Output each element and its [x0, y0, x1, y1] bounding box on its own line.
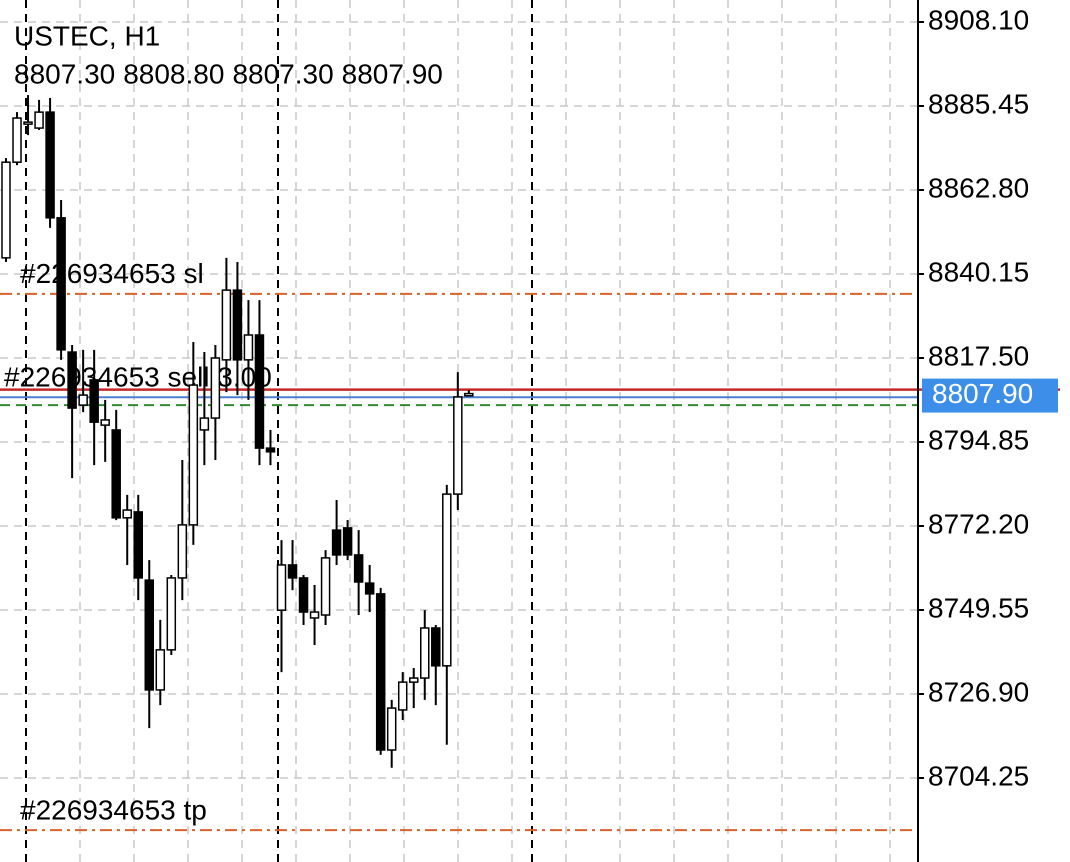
candle-body: [353, 554, 364, 583]
y-tick-label: 8749.55: [928, 592, 1029, 623]
y-tick-label: 8794.85: [928, 424, 1029, 455]
candle-body: [331, 529, 342, 556]
candle-body: [166, 577, 177, 651]
grid: [0, 0, 918, 862]
candle-body: [232, 289, 243, 361]
current-price-label: 8807.90: [932, 378, 1033, 409]
y-tick-label: 8726.90: [928, 676, 1029, 707]
current-price-box: [922, 378, 1058, 413]
candle-body: [431, 627, 441, 667]
candle-body: [364, 582, 375, 595]
candle-body: [287, 564, 298, 579]
candle-body: [144, 579, 155, 691]
candle-body: [78, 394, 88, 406]
candle-body: [408, 677, 419, 683]
candle-body: [265, 447, 276, 453]
candle-body: [1, 161, 11, 259]
candle-body: [397, 681, 408, 711]
candle-body: [276, 564, 287, 611]
candle-body: [155, 649, 166, 691]
candle-body: [177, 524, 188, 579]
period-separators: [25, 0, 533, 862]
candle-body: [12, 117, 22, 163]
candle-body: [100, 419, 110, 426]
candle-body: [453, 396, 463, 495]
y-tick-label: 8885.45: [928, 88, 1029, 119]
ohlc-readout: 8807.30 8808.80 8807.30 8807.90: [14, 58, 443, 89]
ohlc-value: 8808.80: [123, 58, 224, 89]
candle-body: [309, 611, 320, 619]
candle-body: [111, 429, 121, 519]
ohlc-value: 8807.30: [232, 58, 333, 89]
candle-body: [122, 509, 132, 519]
trade-level-label: #226934653 tp: [20, 794, 207, 825]
candle-body: [23, 121, 33, 125]
y-tick-label: 8862.80: [928, 172, 1029, 203]
candle-body: [221, 289, 232, 361]
y-tick-label: 8772.20: [928, 508, 1029, 539]
candle-body: [254, 334, 265, 449]
symbol-title: USTEC, H1: [14, 20, 160, 51]
candle-body: [56, 217, 66, 351]
candle-body: [342, 527, 353, 556]
candle-body: [133, 511, 143, 579]
candle-body: [199, 417, 210, 431]
candle-body: [464, 392, 474, 397]
candle-body: [420, 627, 430, 679]
y-tick-label: 8908.10: [928, 4, 1029, 35]
candle-body: [34, 111, 44, 129]
trade-level-label: #226934653 sell 3.00: [4, 362, 272, 393]
candle-body: [67, 351, 77, 409]
price-axis-labels: 8908.10 8885.45 8862.80 8840.15 8817.50 8794.…: [918, 4, 1058, 791]
candle-body: [243, 334, 254, 361]
candle-body: [89, 379, 99, 423]
candles: [1, 95, 474, 768]
ohlc-value: 8807.30: [14, 58, 115, 89]
y-tick-label: 8704.25: [928, 760, 1029, 791]
candle-body: [298, 577, 309, 613]
candle-body: [375, 593, 386, 751]
candle-body: [442, 493, 452, 667]
trade-levels: #226934653 sl #226934653 sell 3.00 #226934…: [0, 258, 1060, 832]
y-tick-label: 8817.50: [928, 340, 1029, 371]
y-tick-label: 8840.15: [928, 256, 1029, 287]
candle-body: [188, 384, 199, 526]
ohlc-value: 8807.90: [342, 58, 443, 89]
candle-body: [386, 707, 397, 751]
candle-body: [320, 557, 331, 616]
candle-body: [210, 357, 221, 419]
trade-level-label: #226934653 sl: [20, 258, 204, 289]
candle-body: [45, 111, 55, 219]
